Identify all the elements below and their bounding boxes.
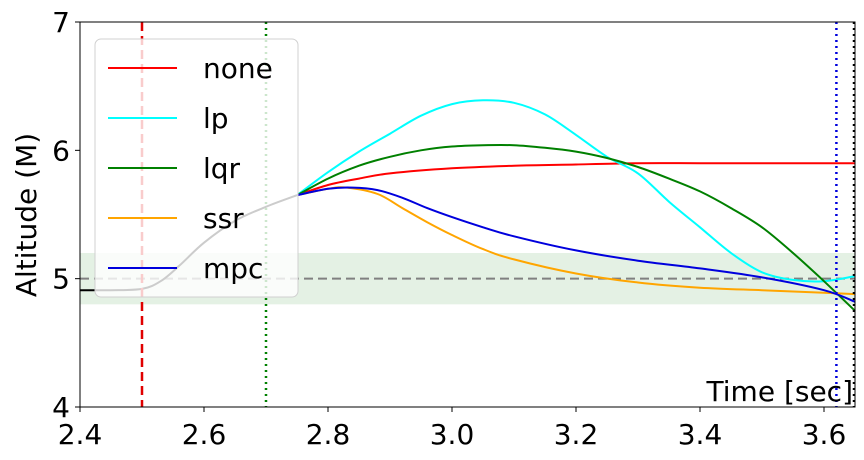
x-axis-label: Time [sec] [706, 375, 853, 408]
x-tick-label: 2.6 [182, 418, 227, 451]
series-line-none [296, 162, 855, 197]
legend-label-none: none [203, 52, 273, 85]
y-tick-label: 4 [52, 391, 70, 424]
tick-layer: 2.4 2.6 2.8 3.0 3.2 3.4 3.6 4 5 6 7 [52, 6, 846, 451]
x-tick-label: 3.4 [678, 418, 723, 451]
plot-frame [79, 21, 856, 408]
x-tick-label: 3.6 [802, 418, 847, 451]
legend-label-mpc: mpc [203, 252, 263, 285]
legend-label-lqr: lqr [203, 152, 241, 185]
series-line-lp [296, 99, 856, 283]
x-tick-label: 3.0 [430, 418, 475, 451]
x-tick-label: 3.2 [554, 418, 599, 451]
legend-box [94, 38, 299, 298]
legend: none lp lqr ssr mpc [94, 38, 299, 298]
y-axis-label: Altitude (M) [10, 133, 43, 297]
y-tick-label: 5 [52, 263, 70, 296]
x-tick-label: 2.4 [58, 418, 103, 451]
series-line-lqr [296, 143, 856, 312]
legend-label-ssr: ssr [203, 202, 244, 235]
y-tick-label: 7 [52, 6, 70, 39]
series-line-mpc [296, 186, 856, 303]
legend-label-lp: lp [203, 102, 229, 135]
x-tick-label: 2.8 [306, 418, 351, 451]
y-tick-label: 6 [52, 134, 70, 167]
